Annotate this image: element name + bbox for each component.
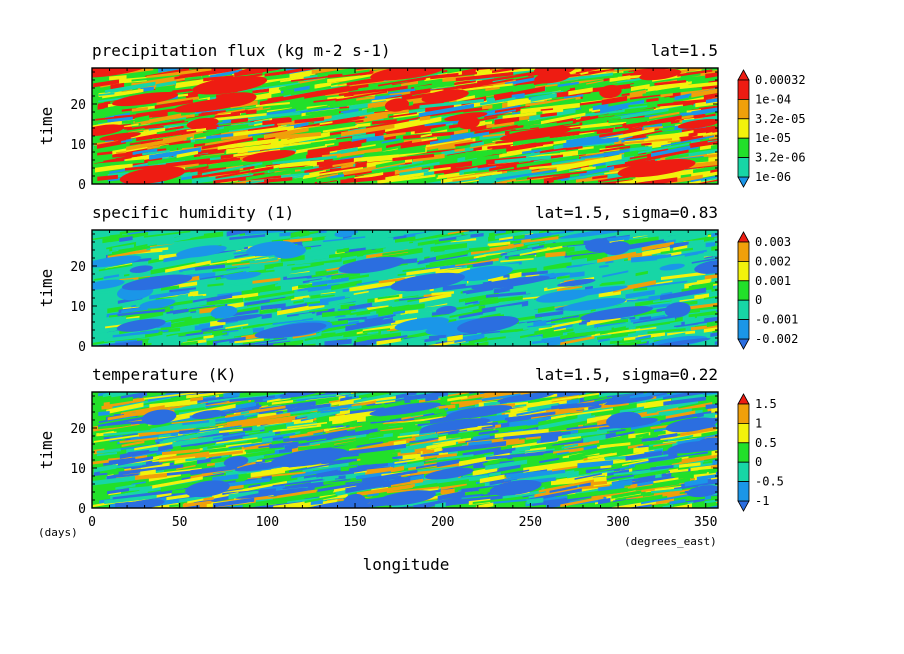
y-tick-label: 10	[70, 300, 86, 315]
colorbar-band	[737, 280, 750, 301]
x-tick-label: 300	[606, 515, 629, 530]
y-tick-label: 10	[70, 462, 86, 477]
colorbar-label: 0	[755, 293, 762, 307]
x-tick-label: 150	[343, 515, 366, 530]
colorbar-label: 1e-06	[755, 170, 791, 184]
y-tick-label: 0	[78, 340, 86, 355]
y-axis-label: time	[37, 107, 56, 146]
colorbar-label: 1.5	[755, 397, 777, 411]
y-tick-label: 0	[78, 178, 86, 193]
panel-title: specific humidity (1)	[92, 203, 294, 222]
x-tick-label: 100	[256, 515, 279, 530]
colorbar-label: -0.5	[755, 475, 784, 489]
y-tick-label: 10	[70, 138, 86, 153]
panel-title: precipitation flux (kg m-2 s-1)	[92, 41, 391, 60]
heatmap-field-1	[92, 68, 718, 184]
colorbar-label: -1	[755, 494, 769, 508]
colorbar-band	[737, 260, 750, 282]
y-axis-label: time	[37, 431, 56, 470]
colorbar-label: 0.00032	[755, 73, 806, 87]
colorbar-2: -0.002 -0.001 0 0.001 0.002 0.003	[737, 231, 798, 350]
colorbar-band	[737, 241, 750, 262]
colorbar-band	[737, 422, 750, 444]
colorbar-band	[737, 79, 750, 100]
colorbar-bottom-triangle	[737, 338, 750, 350]
colorbar-band	[737, 299, 750, 321]
panel-subtitle: lat=1.5	[651, 41, 718, 60]
colorbar-band	[737, 403, 750, 424]
plot-frame	[91, 229, 719, 347]
plot-frame	[91, 67, 719, 185]
panel-title: temperature (K)	[92, 365, 237, 384]
colorbar-label: 1e-05	[755, 131, 791, 145]
colorbar-top-triangle	[737, 393, 750, 405]
x-tick-label: 50	[172, 515, 188, 530]
y-tick-label: 0	[78, 502, 86, 517]
x-tick-label: 200	[431, 515, 454, 530]
colorbar-band	[737, 319, 750, 340]
x-tick-label: 250	[519, 515, 542, 530]
colorbar-label: 1	[755, 416, 762, 430]
colorbar-label: 0.5	[755, 436, 777, 450]
colorbar-label: 0	[755, 455, 762, 469]
colorbar-1: 1e-06 3.2e-06 1e-05 3.2e-05 1e-04 0.00032	[737, 69, 806, 188]
colorbar-bottom-triangle	[737, 176, 750, 188]
panel-2: 0 10 20 time specific humidity (1) lat=1.5, s…	[37, 203, 798, 355]
panel-subtitle: lat=1.5, sigma=0.83	[535, 203, 718, 222]
y-tick-label: 20	[70, 422, 86, 437]
colorbar-label: 3.2e-05	[755, 112, 806, 126]
colorbar-bottom-triangle	[737, 500, 750, 512]
colorbar-band	[737, 481, 750, 502]
colorbar-band	[737, 118, 750, 139]
panel-subtitle: lat=1.5, sigma=0.22	[535, 365, 718, 384]
colorbar-label: 0.002	[755, 254, 791, 268]
colorbar-3: -1 -0.5 0 0.5 1 1.5	[737, 393, 784, 512]
colorbar-band	[737, 442, 750, 463]
panel-1: 0 10 20 time precipitation flux (kg m-2 s-1)…	[37, 41, 806, 193]
plot-frame	[91, 391, 719, 509]
colorbar-label: 1e-04	[755, 92, 791, 106]
colorbar-band	[737, 137, 750, 158]
x-tick-label: 0	[88, 515, 96, 530]
colorbar-band	[737, 99, 750, 120]
colorbar-band	[737, 157, 750, 178]
colorbar-band	[737, 461, 750, 483]
heatmap-field-2	[92, 230, 718, 346]
heatmap-field-3	[92, 392, 718, 508]
x-axis-label: longitude	[363, 555, 450, 574]
colorbar-label: 0.001	[755, 274, 791, 288]
colorbar-label: 0.003	[755, 235, 791, 249]
colorbar-label: -0.001	[755, 313, 798, 327]
y-unit-label: (days)	[38, 526, 78, 539]
x-unit-label: (degrees_east)	[624, 535, 717, 548]
colorbar-top-triangle	[737, 69, 750, 81]
y-tick-label: 20	[70, 260, 86, 275]
colorbar-top-triangle	[737, 231, 750, 243]
colorbar-label: -0.002	[755, 332, 798, 346]
colorbar-label: 3.2e-06	[755, 151, 806, 165]
y-axis-label: time	[37, 269, 56, 308]
x-tick-label: 350	[694, 515, 717, 530]
y-tick-label: 20	[70, 98, 86, 113]
